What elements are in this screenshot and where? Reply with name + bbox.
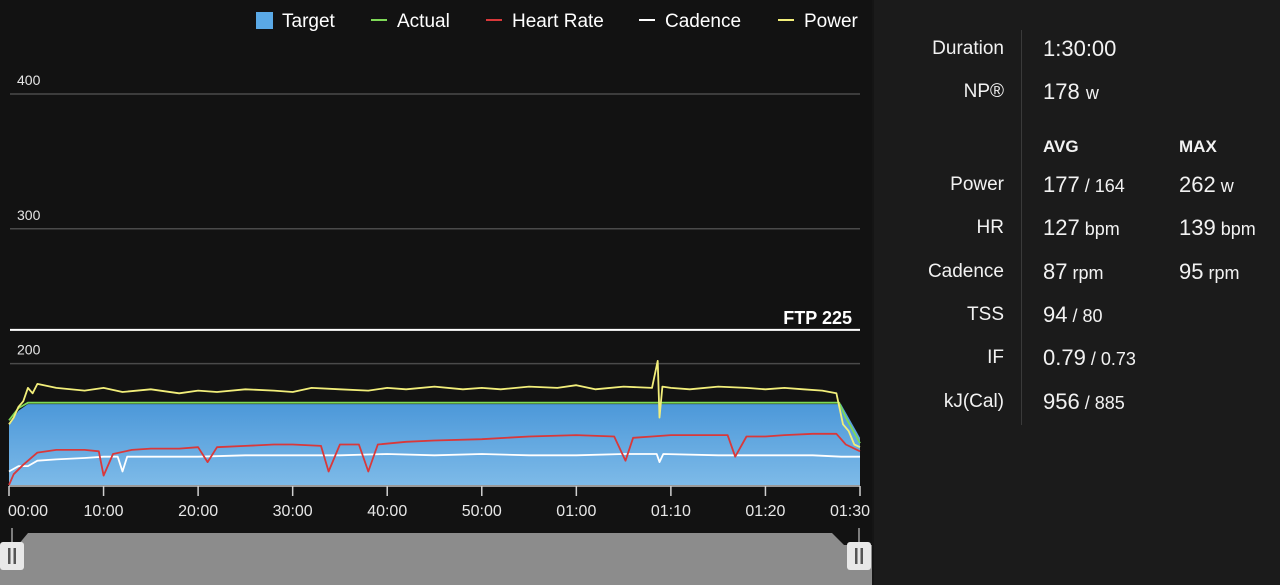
stat-label-tss: TSS xyxy=(967,304,1004,325)
chart-series xyxy=(8,360,861,486)
stat-avg-number: 177 xyxy=(1043,172,1080,197)
y-tick-label-200: 200 xyxy=(17,342,41,358)
legend-label-heart-rate: Heart Rate xyxy=(512,11,604,32)
stat-max-value: 262 w xyxy=(1179,172,1234,198)
legend-label-power: Power xyxy=(804,11,859,32)
chart-x-axis: 00:00 10:00 20:00 30:00 40:00 50:00 01:00 01:10… xyxy=(8,485,870,520)
stat-avg-suffix: / 80 xyxy=(1067,306,1103,326)
stat-label-power: Power xyxy=(950,174,1004,195)
x-tick-label: 00:00 xyxy=(8,503,48,520)
stat-avg-value: 956 / 885 xyxy=(1043,389,1125,415)
stat-avg-value: 0.79 / 0.73 xyxy=(1043,345,1136,371)
legend-label-target: Target xyxy=(282,11,336,32)
np-label: NP® xyxy=(963,81,1004,102)
stat-max-value: 139 bpm xyxy=(1179,215,1256,241)
stat-avg-number: 956 xyxy=(1043,389,1080,414)
x-tick-label: 40:00 xyxy=(367,503,407,520)
series-area-target xyxy=(9,404,860,485)
stat-avg-value: 127 bpm xyxy=(1043,215,1120,241)
stat-label-cadence: Cadence xyxy=(927,261,1004,282)
stat-max-unit: bpm xyxy=(1215,219,1256,239)
np-unit: w xyxy=(1085,83,1099,103)
stat-label-kj-cal-: kJ(Cal) xyxy=(943,391,1004,412)
x-tick-label: 10:00 xyxy=(84,503,124,520)
chart-legend: Target Actual Heart Rate Cadence Power xyxy=(256,11,859,32)
x-tick-label: 50:00 xyxy=(462,503,502,520)
stat-avg-suffix: / 885 xyxy=(1079,393,1125,413)
np-value: 178 w xyxy=(1043,79,1099,105)
stat-label-hr: HR xyxy=(976,217,1004,238)
max-column-header: MAX xyxy=(1179,137,1217,156)
stat-avg-suffix: bpm xyxy=(1079,219,1120,239)
stats-panel: Duration 1:30:00 NP® 178 w AVG MAX Power… xyxy=(874,0,1280,585)
stat-avg-suffix: / 0.73 xyxy=(1085,349,1136,369)
x-tick-label: 20:00 xyxy=(178,503,218,520)
stat-avg-number: 87 xyxy=(1043,259,1068,284)
avg-column-header: AVG xyxy=(1043,137,1079,156)
stat-max-value: 95 rpm xyxy=(1179,259,1239,285)
workout-chart-panel: Target Actual Heart Rate Cadence Power 200 30… xyxy=(0,11,872,585)
left-handle-pause-bars-icon[interactable] xyxy=(0,542,24,570)
legend-label-cadence: Cadence xyxy=(665,11,741,32)
x-tick-label: 30:00 xyxy=(273,503,313,520)
x-tick-label: 01:00 xyxy=(556,503,596,520)
ftp-label: FTP 225 xyxy=(783,308,852,328)
right-handle-pause-bars-icon[interactable] xyxy=(847,542,871,570)
legend-marker-target xyxy=(256,12,273,29)
x-tick-label: 01:20 xyxy=(745,503,785,520)
stat-max-unit: rpm xyxy=(1203,263,1240,283)
stat-avg-value: 94 / 80 xyxy=(1043,302,1103,328)
series-line-power xyxy=(8,360,861,449)
stat-max-unit: w xyxy=(1215,176,1234,196)
stat-max-number: 139 xyxy=(1179,215,1216,240)
chart-gridlines: 200 300 400 xyxy=(10,72,860,365)
ftp-threshold: FTP 225 xyxy=(10,308,860,331)
scrubber-track[interactable] xyxy=(0,533,872,585)
series-line-cadence xyxy=(8,453,860,473)
y-tick-label-400: 400 xyxy=(17,72,41,88)
stat-avg-number: 94 xyxy=(1043,302,1068,327)
series-line-heart-rate xyxy=(8,432,861,486)
stat-avg-number: 0.79 xyxy=(1043,345,1086,370)
stat-avg-value: 87 rpm xyxy=(1043,259,1103,285)
x-tick-label: 01:30 xyxy=(830,503,870,520)
y-tick-label-300: 300 xyxy=(17,207,41,223)
stat-avg-number: 127 xyxy=(1043,215,1080,240)
np-number: 178 xyxy=(1043,79,1080,104)
timeline-scrubber[interactable] xyxy=(0,528,872,585)
duration-label: Duration xyxy=(932,38,1004,59)
stat-avg-suffix: / 164 xyxy=(1079,176,1125,196)
x-tick-label: 01:10 xyxy=(651,503,691,520)
stats-divider xyxy=(1021,30,1022,425)
legend-label-actual: Actual xyxy=(397,11,450,32)
workout-chart: Target Actual Heart Rate Cadence Power 200 30… xyxy=(0,11,872,585)
stat-max-number: 95 xyxy=(1179,259,1204,284)
stat-label-if: IF xyxy=(987,347,1004,368)
stat-max-number: 262 xyxy=(1179,172,1216,197)
duration-value: 1:30:00 xyxy=(1043,36,1117,61)
stat-avg-value: 177 / 164 xyxy=(1043,172,1125,198)
stat-avg-suffix: rpm xyxy=(1067,263,1104,283)
